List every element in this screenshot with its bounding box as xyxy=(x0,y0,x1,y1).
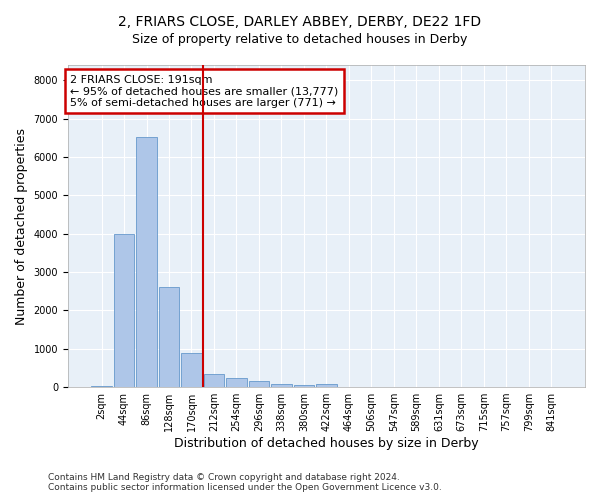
Bar xyxy=(271,384,292,387)
X-axis label: Distribution of detached houses by size in Derby: Distribution of detached houses by size … xyxy=(174,437,479,450)
Bar xyxy=(316,384,337,387)
Bar xyxy=(114,234,134,387)
Y-axis label: Number of detached properties: Number of detached properties xyxy=(15,128,28,324)
Bar xyxy=(136,136,157,387)
Bar xyxy=(91,386,112,387)
Bar xyxy=(249,382,269,387)
Text: 2, FRIARS CLOSE, DARLEY ABBEY, DERBY, DE22 1FD: 2, FRIARS CLOSE, DARLEY ABBEY, DERBY, DE… xyxy=(118,15,482,29)
Bar xyxy=(204,374,224,387)
Bar xyxy=(226,378,247,387)
Text: Contains HM Land Registry data © Crown copyright and database right 2024.
Contai: Contains HM Land Registry data © Crown c… xyxy=(48,473,442,492)
Bar xyxy=(294,385,314,387)
Bar xyxy=(159,288,179,387)
Bar xyxy=(181,354,202,387)
Text: Size of property relative to detached houses in Derby: Size of property relative to detached ho… xyxy=(133,32,467,46)
Text: 2 FRIARS CLOSE: 191sqm
← 95% of detached houses are smaller (13,777)
5% of semi-: 2 FRIARS CLOSE: 191sqm ← 95% of detached… xyxy=(70,74,339,108)
